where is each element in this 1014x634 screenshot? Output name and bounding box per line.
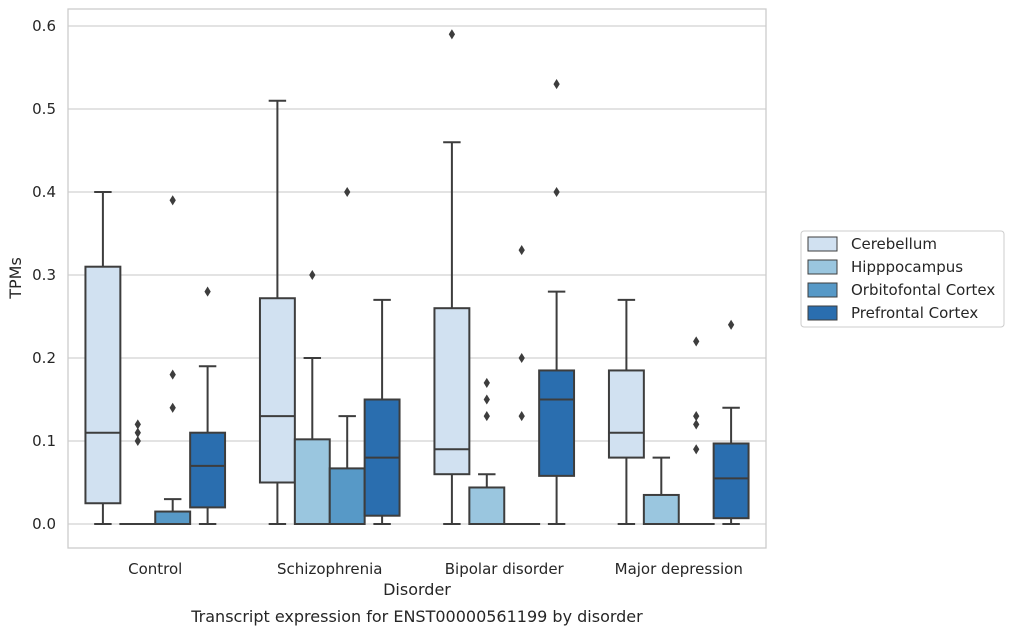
outlier-point: [169, 369, 176, 380]
box-major-depression-cerebellum: [607, 298, 645, 525]
y-tick-label: 0.3: [32, 266, 56, 284]
legend-label: Prefrontal Cortex: [851, 304, 978, 322]
outlier-point: [204, 286, 211, 297]
box-bipolar-disorder-cerebellum: [433, 29, 471, 525]
box-major-depression-hipppocampus: [642, 456, 680, 526]
outlier-point: [483, 377, 490, 388]
box-control-prefrontal-cortex: [189, 286, 227, 525]
box-schizophrenia-cerebellum: [258, 99, 296, 525]
box-schizophrenia-hipppocampus: [293, 269, 331, 525]
outlier-point: [134, 435, 141, 447]
box-bipolar-disorder-prefrontal-cortex: [538, 79, 576, 525]
outlier-point: [134, 427, 141, 438]
outlier-point: [518, 411, 525, 422]
legend-label: Cerebellum: [851, 235, 937, 253]
box-body: [642, 493, 680, 526]
x-tick-labels: Control Schizophrenia Bipolar disorder Majo…: [128, 560, 743, 578]
outlier-point: [134, 419, 141, 430]
box-schizophrenia-prefrontal-cortex: [363, 298, 401, 525]
outlier-point: [553, 79, 560, 90]
y-tick-labels: 0.0 0.1 0.2 0.3 0.4 0.5 0.6: [32, 17, 56, 533]
outlier-point: [309, 269, 316, 281]
box-control-orbitofontal-cortex: [154, 195, 192, 525]
box-body: [433, 307, 471, 476]
outlier-point: [693, 419, 700, 430]
legend-label: Hipppocampus: [851, 258, 963, 276]
outlier-point: [483, 394, 490, 405]
box-bipolar-disorder-orbitofontal-cortex: [503, 245, 541, 526]
y-tick-label: 0.5: [32, 100, 56, 118]
outlier-point: [344, 186, 351, 198]
outlier-point: [169, 402, 176, 413]
y-axis-title: TPMs: [6, 257, 25, 300]
outlier-point: [727, 319, 735, 330]
box-body: [328, 467, 366, 526]
box-body: [84, 265, 122, 505]
legend-swatch: [807, 305, 838, 321]
outlier-point: [448, 29, 456, 40]
legend: Cerebellum Hipppocampus Orbitofontal Corte…: [800, 230, 1005, 328]
plot-frame: [67, 8, 767, 549]
box-body: [154, 510, 192, 525]
box-bipolar-disorder-hipppocampus: [468, 377, 506, 526]
box-body: [468, 486, 506, 526]
outlier-point: [518, 245, 525, 256]
legend-frame: [800, 230, 1005, 328]
box-major-depression-orbitofontal-cortex: [677, 336, 715, 526]
x-tick-label: Control: [128, 560, 182, 578]
box-schizophrenia-orbitofontal-cortex: [328, 186, 366, 526]
grid-lines: [68, 25, 766, 525]
outlier-point: [483, 411, 490, 422]
box-plot-marks: [84, 29, 750, 526]
box-control-hipppocampus: [119, 419, 157, 526]
legend-swatch: [807, 282, 838, 298]
outlier-point: [693, 411, 700, 422]
outlier-point: [693, 336, 700, 347]
outlier-point: [169, 195, 176, 206]
y-tick-label: 0.0: [32, 515, 56, 533]
y-tick-label: 0.2: [32, 349, 56, 367]
outlier-point: [553, 186, 560, 198]
box-body: [712, 442, 750, 520]
box-body: [189, 431, 227, 509]
legend-label: Orbitofontal Cortex: [851, 281, 995, 299]
box-body: [538, 369, 576, 477]
outlier-point: [693, 444, 700, 455]
box-control-cerebellum: [84, 191, 122, 525]
box-body: [258, 297, 296, 484]
x-tick-label: Major depression: [615, 560, 743, 578]
y-tick-label: 0.6: [32, 17, 56, 35]
outlier-point: [518, 352, 525, 364]
legend-swatch: [807, 236, 838, 252]
x-tick-label: Bipolar disorder: [445, 560, 565, 578]
box-body: [293, 438, 331, 525]
y-tick-label: 0.1: [32, 432, 56, 450]
x-tick-label: Schizophrenia: [277, 560, 382, 578]
chart-caption: Transcript expression for ENST0000056119…: [190, 607, 643, 626]
legend-swatch: [807, 259, 838, 275]
box-major-depression-prefrontal-cortex: [712, 319, 750, 525]
box-body: [607, 369, 645, 459]
y-tick-label: 0.4: [32, 183, 56, 201]
x-axis-title: Disorder: [383, 580, 451, 599]
